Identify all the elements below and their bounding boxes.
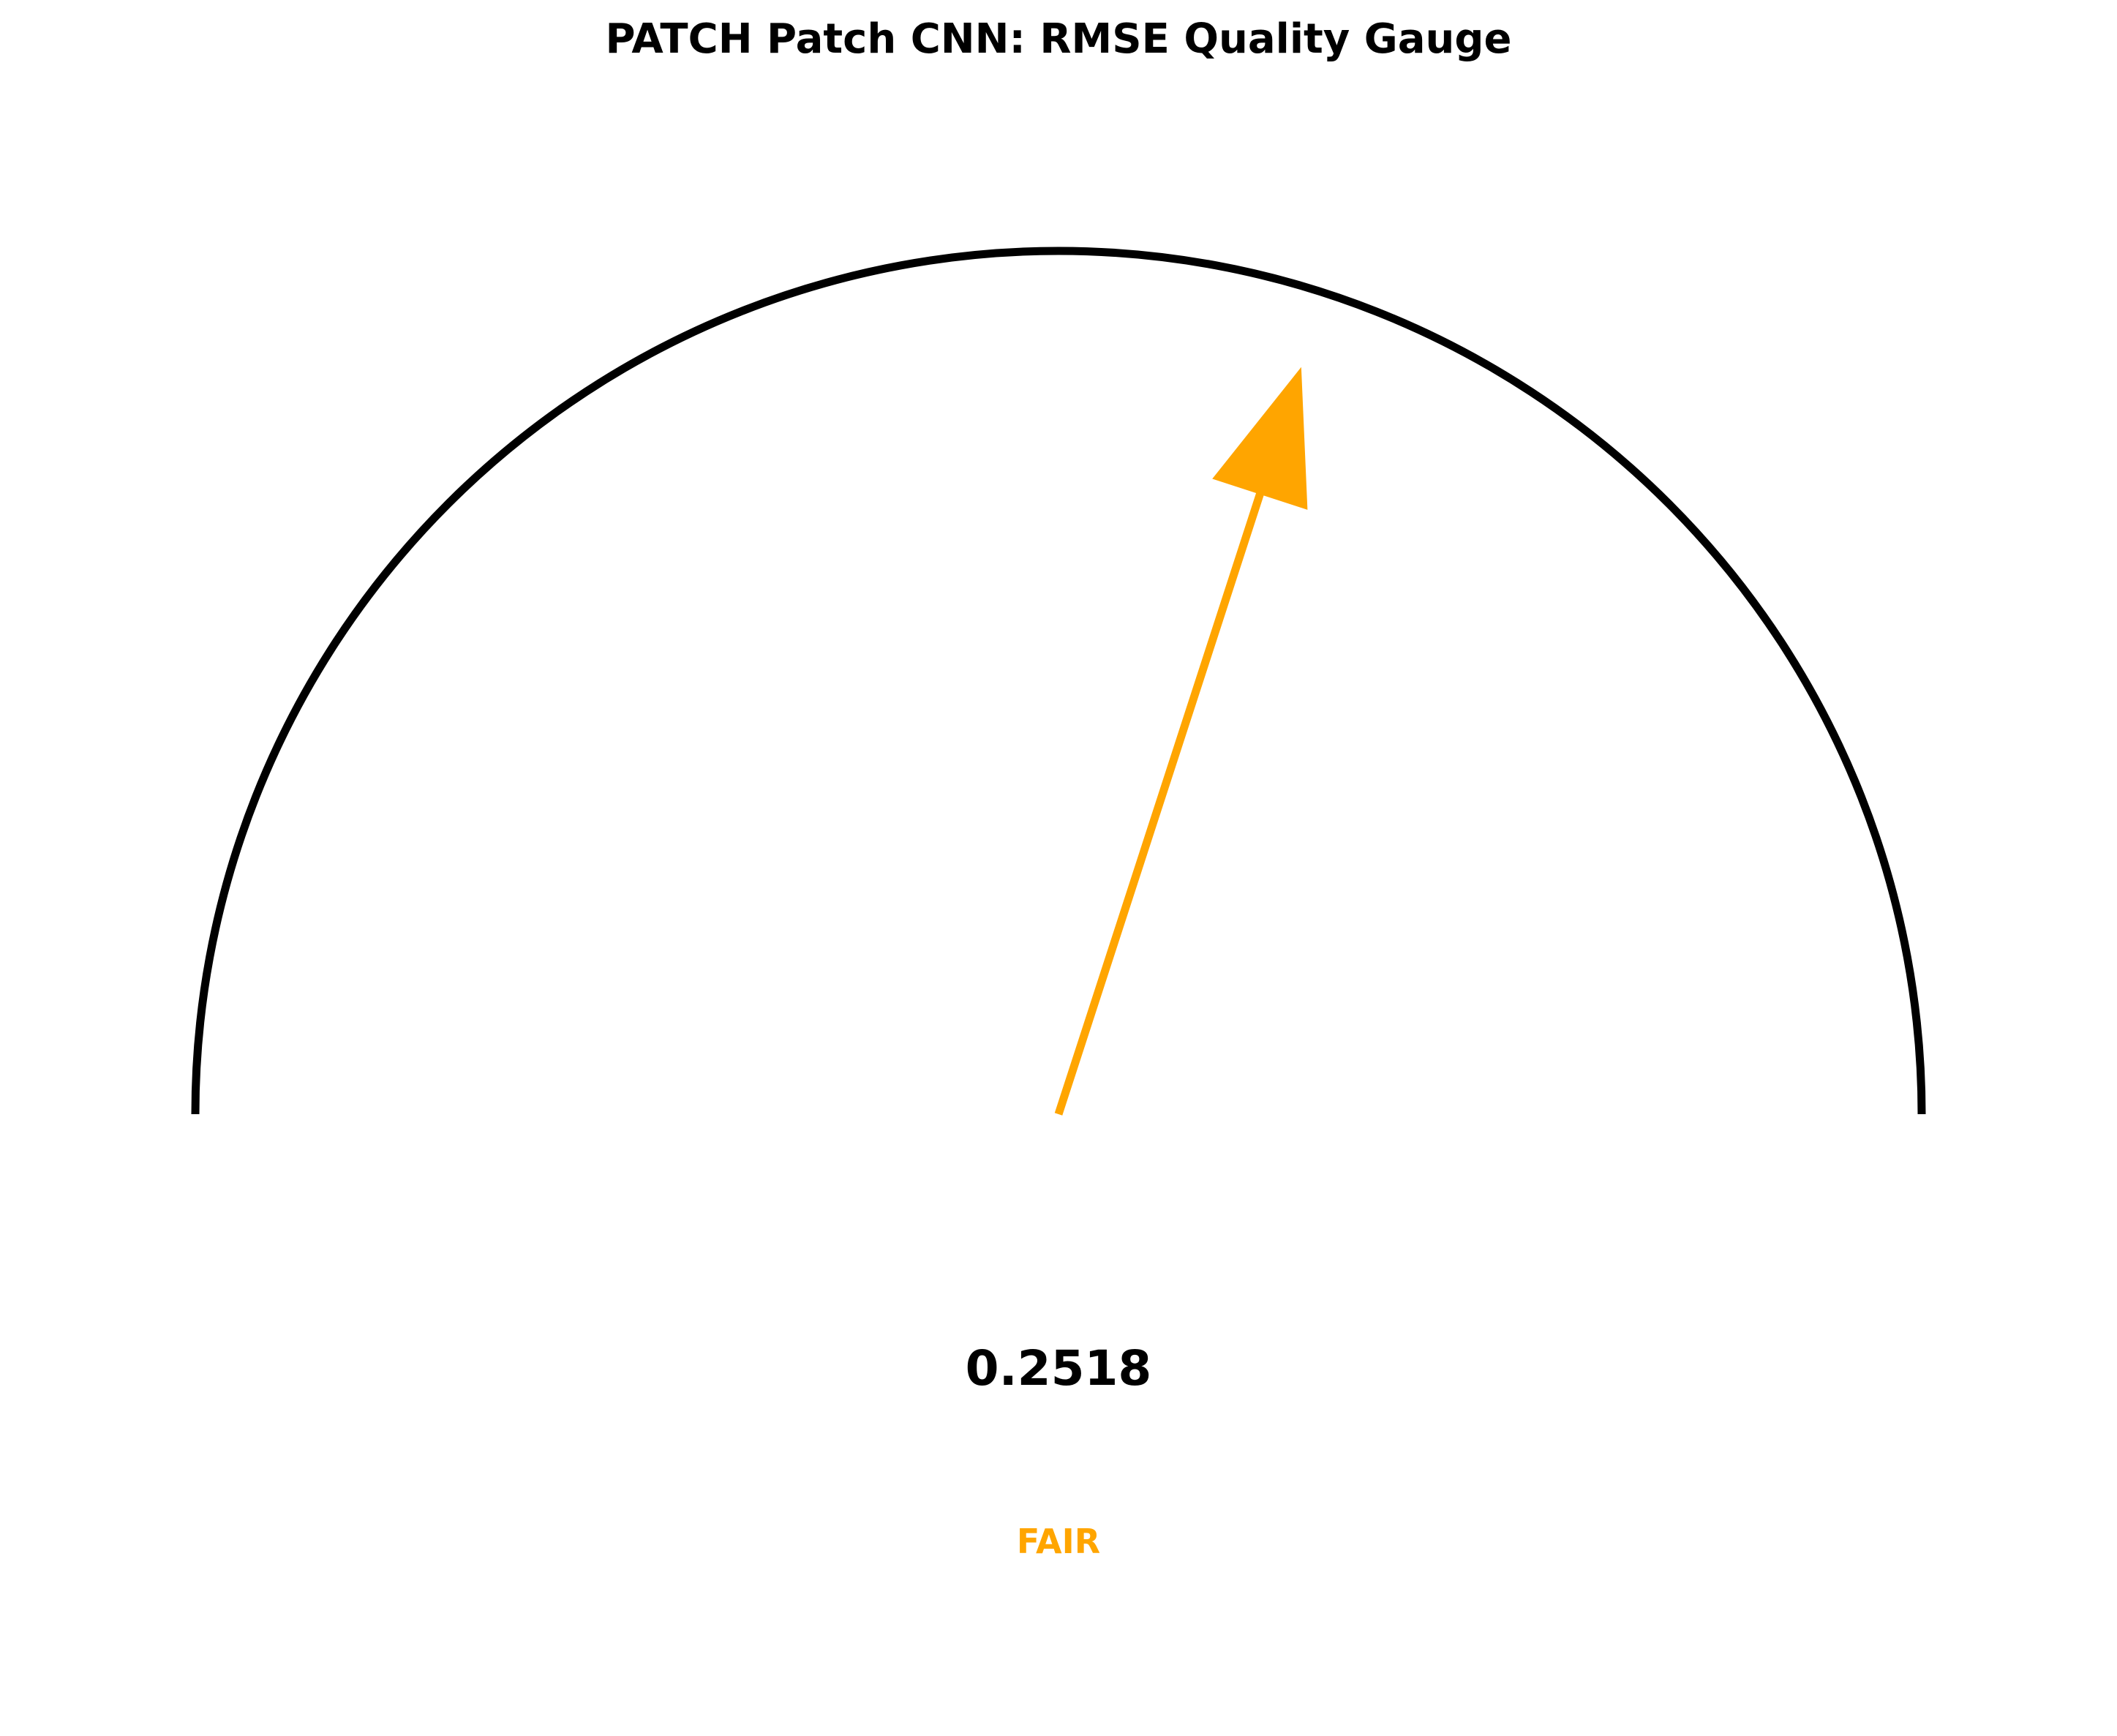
gauge-status-label: FAIR [1017,1522,1100,1561]
gauge-needle-arrowhead [1212,367,1308,510]
chart-title: PATCH Patch CNN: RMSE Quality Gauge [606,15,1512,63]
gauge-needle [1054,486,1266,1116]
gauge-value-label: 0.2518 [966,1340,1152,1397]
gauge-arc [191,247,1926,1115]
